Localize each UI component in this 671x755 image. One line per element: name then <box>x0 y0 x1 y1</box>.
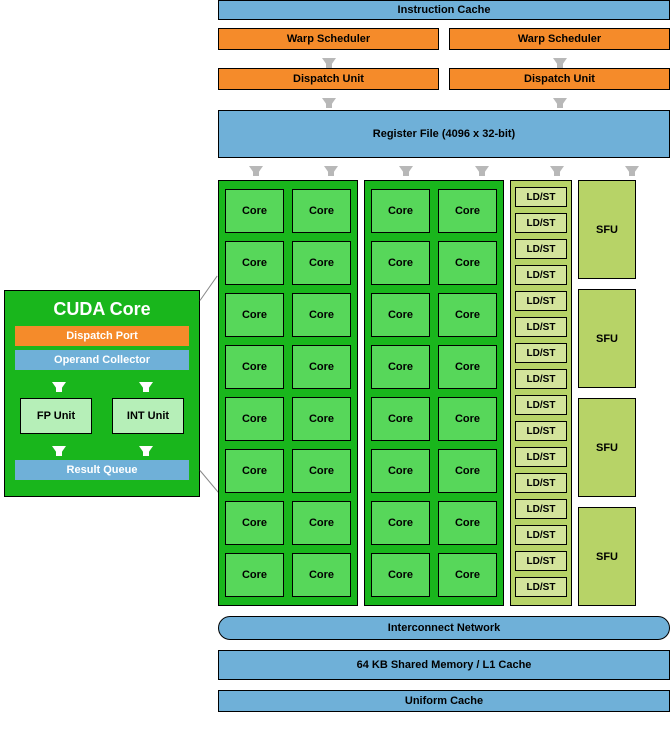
core-cell: Core <box>371 345 430 389</box>
ldst-group: LD/ST LD/ST LD/ST LD/ST LD/ST LD/ST LD/ST LD/ST… <box>510 180 572 606</box>
ldst-cell: LD/ST <box>515 473 567 493</box>
core-cell: Core <box>225 241 284 285</box>
sfu-group: SFU SFU SFU SFU <box>578 180 636 606</box>
arrow-down-icon <box>139 382 153 392</box>
core-cell: Core <box>292 345 351 389</box>
warp-scheduler-left: Warp Scheduler <box>218 28 439 50</box>
int-unit-box: INT Unit <box>112 398 184 434</box>
arrow-row-dispatch <box>218 90 670 108</box>
sfu-cell: SFU <box>578 289 636 388</box>
core-cell: Core <box>438 293 497 337</box>
core-cell: Core <box>225 397 284 441</box>
cuda-core-title: CUDA Core <box>15 299 189 320</box>
fp-unit-box: FP Unit <box>20 398 92 434</box>
core-cell: Core <box>292 501 351 545</box>
sfu-cell: SFU <box>578 507 636 606</box>
core-cell: Core <box>438 345 497 389</box>
arrow-down-icon <box>625 166 639 176</box>
core-cell: Core <box>292 189 351 233</box>
ldst-cell: LD/ST <box>515 369 567 389</box>
core-cell: Core <box>225 345 284 389</box>
register-file: Register File (4096 x 32-bit) <box>218 110 670 158</box>
shared-memory-l1: 64 KB Shared Memory / L1 Cache <box>218 650 670 680</box>
core-cell: Core <box>371 189 430 233</box>
sfu-cell: SFU <box>578 398 636 497</box>
core-cell: Core <box>371 293 430 337</box>
ldst-cell: LD/ST <box>515 265 567 285</box>
arrow-down-icon <box>52 382 66 392</box>
arrow-down-icon <box>322 98 336 108</box>
ldst-cell: LD/ST <box>515 239 567 259</box>
arrow-row-scheduler <box>218 50 670 68</box>
warp-scheduler-right: Warp Scheduler <box>449 28 670 50</box>
ldst-cell: LD/ST <box>515 499 567 519</box>
core-cell: Core <box>225 553 284 597</box>
arrow-down-icon <box>324 166 338 176</box>
core-cell: Core <box>438 449 497 493</box>
core-cell: Core <box>371 449 430 493</box>
core-cell: Core <box>371 397 430 441</box>
execution-units-area: CoreCoreCoreCoreCoreCoreCoreCoreCoreCore… <box>218 180 670 606</box>
dispatch-unit-left: Dispatch Unit <box>218 68 439 90</box>
core-cell: Core <box>292 449 351 493</box>
arrow-down-icon <box>553 58 567 68</box>
ldst-cell: LD/ST <box>515 213 567 233</box>
core-cell: Core <box>225 501 284 545</box>
arrow-down-icon <box>52 446 66 456</box>
instruction-cache: Instruction Cache <box>218 0 670 20</box>
uniform-cache: Uniform Cache <box>218 690 670 712</box>
dispatch-port-bar: Dispatch Port <box>15 326 189 346</box>
core-cell: Core <box>225 449 284 493</box>
core-cell: Core <box>371 553 430 597</box>
core-group-0: CoreCoreCoreCoreCoreCoreCoreCoreCoreCore… <box>218 180 358 606</box>
arrow-down-icon <box>553 98 567 108</box>
arrow-down-icon <box>322 58 336 68</box>
ldst-cell: LD/ST <box>515 395 567 415</box>
core-cell: Core <box>292 397 351 441</box>
core-cell: Core <box>292 293 351 337</box>
core-cell: Core <box>438 241 497 285</box>
core-cell: Core <box>438 189 497 233</box>
arrow-down-icon <box>249 166 263 176</box>
ldst-cell: LD/ST <box>515 447 567 467</box>
ldst-cell: LD/ST <box>515 343 567 363</box>
core-cell: Core <box>371 501 430 545</box>
core-group-1: CoreCoreCoreCoreCoreCoreCoreCoreCoreCore… <box>364 180 504 606</box>
core-cell: Core <box>292 553 351 597</box>
result-queue-bar: Result Queue <box>15 460 189 480</box>
core-cell: Core <box>225 293 284 337</box>
ldst-cell: LD/ST <box>515 421 567 441</box>
operand-collector-bar: Operand Collector <box>15 350 189 370</box>
ldst-cell: LD/ST <box>515 525 567 545</box>
cuda-arrows-top <box>15 374 189 392</box>
arrow-down-icon <box>139 446 153 456</box>
arrow-down-icon <box>550 166 564 176</box>
core-cell: Core <box>438 397 497 441</box>
interconnect-network: Interconnect Network <box>218 616 670 640</box>
ldst-cell: LD/ST <box>515 317 567 337</box>
ldst-cell: LD/ST <box>515 187 567 207</box>
cuda-arrows-bottom <box>15 438 189 456</box>
cuda-core-callout: CUDA Core Dispatch Port Operand Collecto… <box>4 290 200 497</box>
sfu-cell: SFU <box>578 180 636 279</box>
core-cell: Core <box>225 189 284 233</box>
sm-diagram: Instruction Cache Warp Scheduler Warp Sc… <box>218 0 670 712</box>
ldst-cell: LD/ST <box>515 551 567 571</box>
core-cell: Core <box>292 241 351 285</box>
arrow-row-regfile <box>218 158 670 176</box>
arrow-down-icon <box>475 166 489 176</box>
ldst-cell: LD/ST <box>515 577 567 597</box>
ldst-cell: LD/ST <box>515 291 567 311</box>
cuda-unit-row: FP Unit INT Unit <box>15 398 189 434</box>
dispatch-unit-right: Dispatch Unit <box>449 68 670 90</box>
arrow-down-icon <box>399 166 413 176</box>
core-cell: Core <box>371 241 430 285</box>
core-cell: Core <box>438 553 497 597</box>
callout-connector-line <box>200 276 218 301</box>
core-cell: Core <box>438 501 497 545</box>
